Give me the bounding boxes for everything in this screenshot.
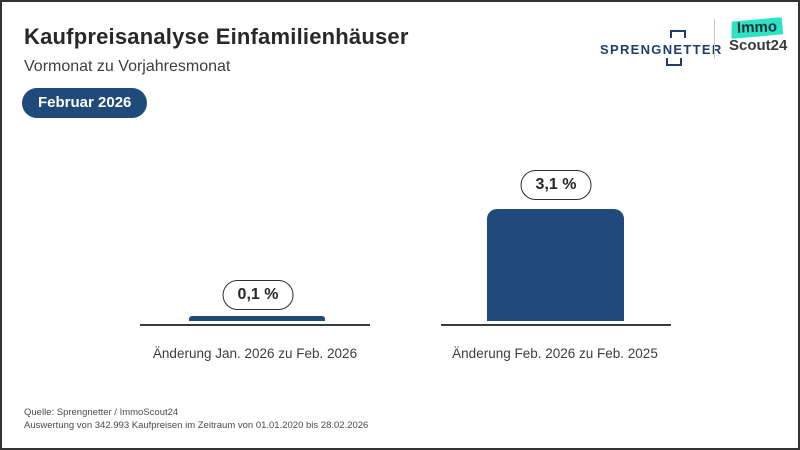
value-label-pill: 3,1 % [520, 170, 592, 200]
sprengnetter-bracket-bottom-icon [666, 58, 682, 66]
axis-baseline [441, 324, 671, 326]
period-badge: Februar 2026 [22, 88, 148, 118]
sprengnetter-wordmark: SPRENGNETTER [600, 42, 723, 57]
source-note: Quelle: Sprengnetter / ImmoScout24 Auswe… [24, 406, 368, 432]
immoscout-logo-immo: Immo [731, 17, 784, 39]
bar-caption: Änderung Feb. 2026 zu Feb. 2025 [452, 346, 658, 361]
axis-baseline [140, 324, 370, 326]
evaluation-line: Auswertung von 342.993 Kaufpreisen im Ze… [24, 420, 369, 431]
immoscout-logo-scout24: Scout24 [729, 37, 788, 54]
value-label-pill: 0,1 % [222, 280, 294, 310]
sprengnetter-logo: SPRENGNETTER [600, 30, 721, 66]
bar-year-over-year [487, 209, 624, 321]
logo-divider [714, 19, 715, 59]
sprengnetter-bracket-top-icon [670, 30, 686, 38]
bar-caption: Änderung Jan. 2026 zu Feb. 2026 [152, 346, 358, 361]
bar-month-over-month [189, 316, 325, 321]
page-subtitle: Vormonat zu Vorjahresmonat [24, 58, 231, 75]
page-title: Kaufpreisanalyse Einfamilienhäuser [24, 24, 409, 49]
source-line: Quelle: Sprengnetter / ImmoScout24 [24, 407, 179, 418]
